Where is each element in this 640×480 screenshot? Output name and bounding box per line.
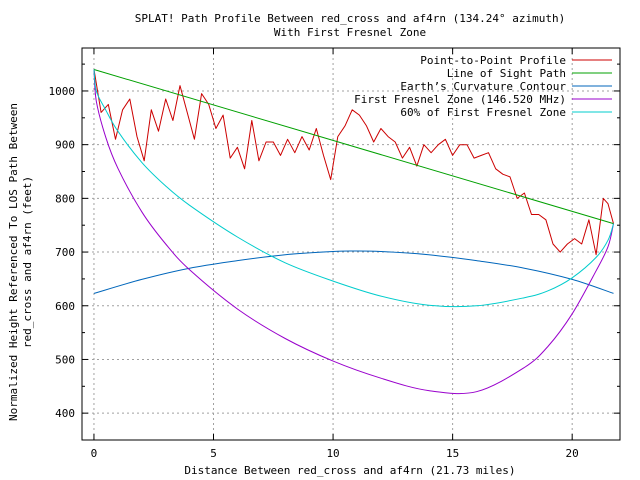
series-layer <box>93 69 614 395</box>
series-line-fresnel <box>93 69 614 395</box>
series-line-los <box>93 69 614 225</box>
y-tick-label: 500 <box>55 353 75 366</box>
legend-label-fresnel-60: 60% of First Fresnel Zone <box>400 106 566 119</box>
legend-label-fresnel: First Fresnel Zone (146.520 MHz) <box>354 93 566 106</box>
series-line-curvature <box>93 250 614 294</box>
legend-label-profile: Point-to-Point Profile <box>420 54 566 67</box>
axes: 0 5 10 15 20 400 500 600 700 800 900 1000 <box>49 48 620 460</box>
y-axis-label: Normalized Height Referenced To LOS Path… <box>7 103 20 421</box>
y-tick-label: 800 <box>55 192 75 205</box>
series-line-profile <box>93 69 614 256</box>
legend-label-curvature: Earth’s Curvature Contour <box>400 80 566 93</box>
y-tick-label: 700 <box>55 246 75 259</box>
y-axis-label-line2: red_cross and af4rn (feet) <box>21 176 34 348</box>
y-tick-label: 1000 <box>49 85 76 98</box>
legend-label-los: Line of Sight Path <box>447 67 566 80</box>
y-tick-label: 400 <box>55 407 75 420</box>
y-tick-label: 900 <box>55 139 75 152</box>
x-tick-label: 20 <box>566 447 579 460</box>
plot-frame <box>81 47 621 441</box>
chart-subtitle: With First Fresnel Zone <box>274 26 426 39</box>
x-axis-label: Distance Between red_cross and af4rn (21… <box>184 464 515 477</box>
x-tick-label: 10 <box>326 447 339 460</box>
x-tick-label: 5 <box>210 447 217 460</box>
grid <box>82 48 620 440</box>
series-line-fresnel-60 <box>93 69 614 308</box>
x-tick-label: 15 <box>446 447 459 460</box>
chart-title: SPLAT! Path Profile Between red_cross an… <box>135 12 565 25</box>
y-tick-label: 600 <box>55 300 75 313</box>
x-tick-label: 0 <box>91 447 98 460</box>
